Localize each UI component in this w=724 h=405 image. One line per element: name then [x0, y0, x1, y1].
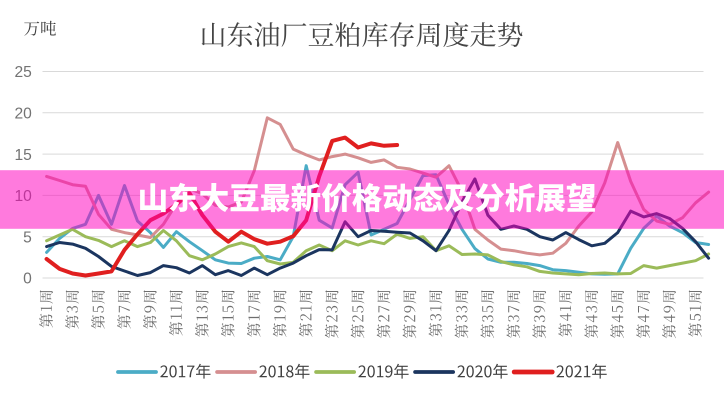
- svg-text:0: 0: [23, 271, 32, 288]
- svg-text:15: 15: [14, 147, 32, 164]
- svg-text:20: 20: [14, 106, 32, 123]
- svg-text:5: 5: [23, 229, 32, 246]
- svg-text:25: 25: [14, 64, 32, 81]
